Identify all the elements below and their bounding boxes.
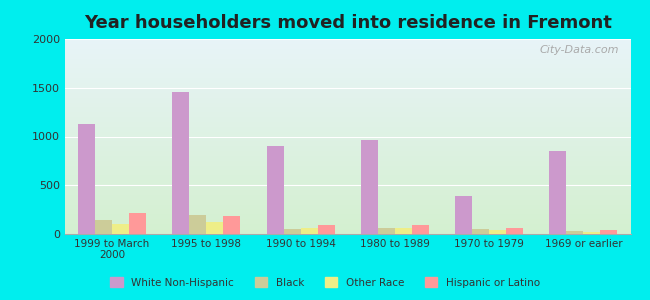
Bar — [300, 228, 318, 234]
Title: Year householders moved into residence in Fremont: Year householders moved into residence i… — [84, 14, 612, 32]
Bar — [361, 140, 378, 234]
Bar — [566, 231, 584, 234]
Bar — [283, 229, 300, 234]
Bar — [129, 213, 146, 234]
Bar — [601, 230, 618, 234]
Bar — [224, 216, 240, 234]
Bar — [207, 222, 224, 234]
Bar — [489, 230, 506, 234]
Bar — [266, 146, 283, 234]
Text: City-Data.com: City-Data.com — [540, 45, 619, 55]
Bar — [455, 196, 472, 234]
Bar — [172, 92, 189, 234]
Bar — [549, 151, 566, 234]
Bar — [189, 215, 207, 234]
Bar — [472, 229, 489, 234]
Bar — [318, 225, 335, 234]
Legend: White Non-Hispanic, Black, Other Race, Hispanic or Latino: White Non-Hispanic, Black, Other Race, H… — [106, 273, 544, 292]
Bar — [95, 220, 112, 234]
Bar — [412, 225, 429, 234]
Bar — [395, 228, 412, 234]
Bar — [78, 124, 95, 234]
Bar — [584, 232, 601, 234]
Bar — [112, 224, 129, 234]
Bar — [378, 228, 395, 234]
Bar — [506, 228, 523, 234]
